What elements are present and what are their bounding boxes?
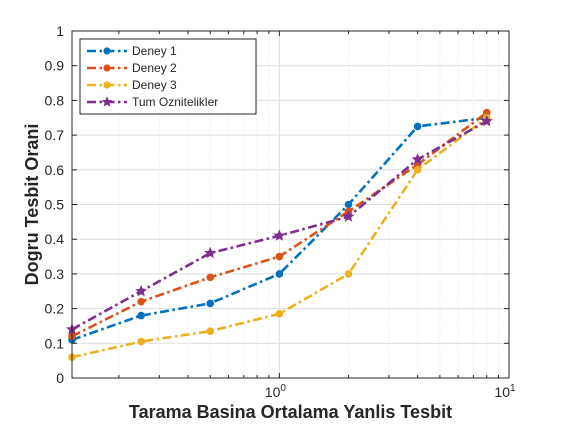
legend: Deney 1 Deney 2 Deney 3 Tum Oznitelikler [79, 38, 257, 115]
data-point [206, 327, 215, 335]
data-point [413, 122, 422, 131]
x-axis-title: Tarama Basina Ortalama Yanlis Tesbit [129, 402, 452, 422]
y-tick-label: 1 [56, 23, 64, 39]
data-point [275, 270, 284, 278]
y-tick-label: 0.1 [45, 335, 65, 351]
series-deney-3 [68, 113, 491, 361]
data-point [342, 210, 355, 222]
legend-item: Deney 1 [87, 44, 177, 58]
legend-marker [101, 96, 113, 107]
y-tick-label: 0.7 [45, 127, 65, 143]
data-point [275, 252, 284, 261]
data-point [413, 166, 422, 174]
x-tick-label-exponent: 0 [280, 383, 286, 394]
data-point [344, 200, 353, 209]
data-point [480, 114, 493, 127]
legend-item: Deney 2 [87, 61, 177, 75]
legend-label: Deney 2 [132, 61, 177, 75]
y-tick-label: 0.8 [45, 92, 65, 108]
data-point [411, 153, 424, 165]
series-tum-oznitelikler [66, 114, 493, 335]
x-tick-label-exponent: 1 [510, 383, 516, 394]
data-point [273, 229, 286, 241]
data-point [206, 299, 215, 308]
x-tick-label-base: 10 [265, 384, 281, 400]
x-tick-label: 100 [265, 383, 287, 400]
y-tick-label: 0.5 [45, 197, 65, 213]
legend-marker [103, 64, 111, 72]
data-point [137, 297, 145, 306]
y-tick-label: 0.4 [45, 231, 65, 247]
data-point [137, 311, 145, 320]
legend-label: Tum Oznitelikler [132, 95, 218, 109]
legend-label: Deney 3 [132, 78, 177, 92]
x-tick-label: 101 [494, 383, 516, 400]
data-point [344, 270, 353, 278]
y-tick-label: 0.3 [45, 266, 65, 282]
legend-marker [103, 81, 111, 89]
grid-lines [72, 30, 509, 379]
y-tick-label: 0.2 [45, 301, 65, 317]
data-point [206, 273, 215, 282]
data-point [482, 108, 491, 117]
data-point [137, 337, 145, 346]
legend-item: Deney 3 [87, 78, 177, 92]
legend-item: Tum Oznitelikler [87, 95, 218, 109]
y-tick-label: 0 [56, 370, 64, 386]
y-axis-title: Dogru Tesbit Orani [22, 124, 42, 286]
data-point [204, 246, 217, 259]
legend-marker [103, 47, 111, 55]
legend-label: Deney 1 [132, 44, 177, 58]
series-lines [66, 108, 493, 361]
y-tick-label: 0.6 [45, 162, 65, 178]
x-tick-label-base: 10 [494, 384, 510, 400]
data-point [275, 310, 284, 318]
data-point [135, 284, 148, 297]
y-tick-label: 0.9 [45, 58, 65, 74]
